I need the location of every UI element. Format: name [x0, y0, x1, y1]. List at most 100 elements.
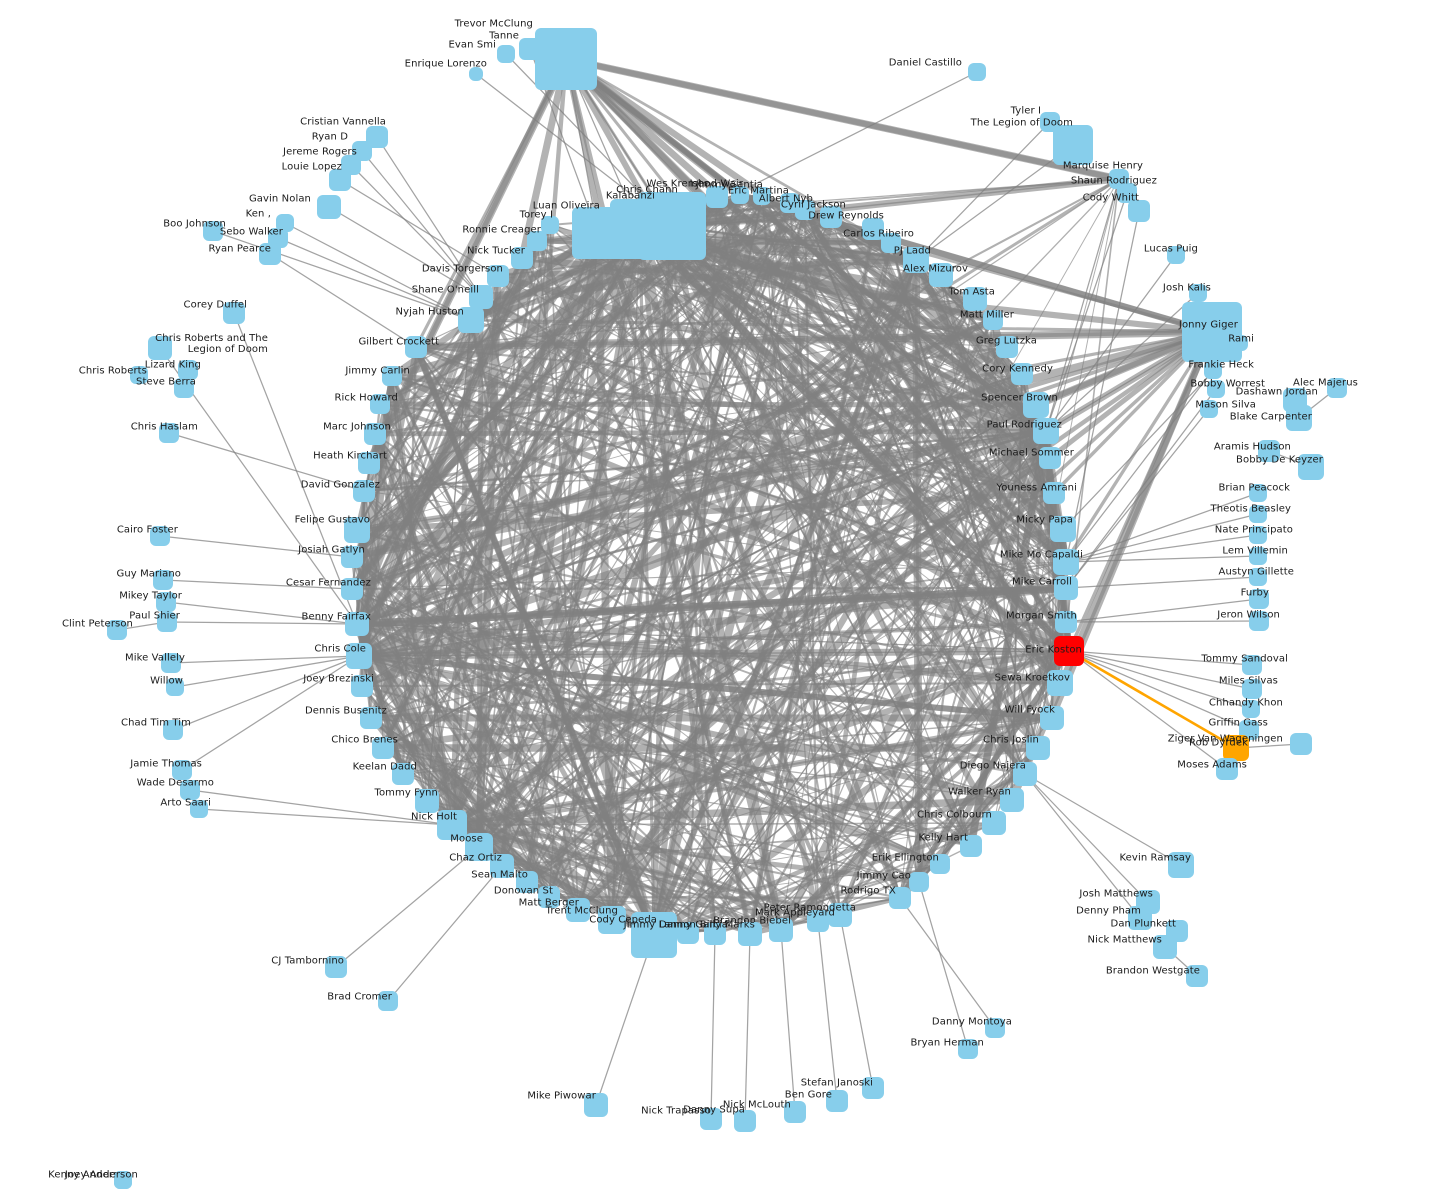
graph-node[interactable]	[1026, 736, 1050, 760]
graph-node[interactable]	[223, 302, 245, 324]
graph-node[interactable]	[366, 126, 388, 148]
graph-node[interactable]	[329, 169, 351, 191]
graph-node[interactable]	[178, 360, 198, 380]
graph-node[interactable]	[174, 378, 194, 398]
graph-node[interactable]	[358, 452, 380, 474]
graph-node[interactable]	[738, 922, 762, 946]
graph-node[interactable]	[985, 1018, 1005, 1038]
graph-node[interactable]	[360, 707, 382, 729]
graph-node[interactable]	[276, 214, 294, 232]
graph-node[interactable]	[1298, 454, 1324, 480]
graph-node[interactable]	[1033, 418, 1059, 444]
graph-node[interactable]	[541, 216, 559, 234]
graph-node[interactable]	[1242, 700, 1260, 718]
graph-node[interactable]	[862, 1077, 884, 1099]
graph-node[interactable]	[516, 871, 538, 893]
graph-node[interactable]	[469, 67, 483, 81]
graph-node[interactable]	[465, 833, 493, 861]
graph-node[interactable]	[1039, 447, 1061, 469]
graph-node[interactable]	[344, 517, 370, 543]
graph-node[interactable]	[784, 1101, 806, 1123]
graph-node[interactable]	[1011, 363, 1033, 385]
graph-node[interactable]	[1249, 547, 1267, 565]
graph-node[interactable]	[1249, 589, 1269, 609]
graph-node[interactable]	[930, 854, 950, 874]
graph-node[interactable]	[826, 1090, 848, 1112]
graph-node[interactable]	[1054, 576, 1078, 600]
graph-node[interactable]	[929, 263, 953, 287]
graph-node[interactable]	[382, 366, 402, 386]
graph-node[interactable]	[566, 898, 590, 922]
graph-node[interactable]	[1153, 935, 1177, 959]
graph-node[interactable]	[1043, 482, 1065, 504]
graph-node[interactable]	[968, 63, 986, 81]
graph-node[interactable]	[1327, 378, 1347, 398]
graph-node[interactable]	[889, 887, 911, 909]
graph-node[interactable]	[958, 1039, 978, 1059]
graph-node-highlighted[interactable]	[1223, 735, 1249, 761]
graph-node[interactable]	[1053, 549, 1079, 575]
graph-node[interactable]	[519, 38, 541, 60]
graph-node[interactable]	[392, 763, 414, 785]
graph-node[interactable]	[527, 231, 547, 251]
graph-node[interactable]	[862, 218, 884, 240]
graph-node[interactable]	[172, 760, 192, 780]
graph-node[interactable]	[1117, 183, 1137, 203]
graph-node[interactable]	[996, 336, 1018, 358]
graph-node[interactable]	[487, 265, 509, 287]
graph-node[interactable]	[345, 612, 369, 636]
graph-node[interactable]	[1249, 505, 1267, 523]
graph-node[interactable]	[415, 789, 439, 813]
graph-node[interactable]	[1204, 361, 1222, 379]
graph-node[interactable]	[107, 620, 127, 640]
graph-node[interactable]	[130, 366, 148, 384]
graph-node[interactable]	[156, 592, 176, 612]
graph-node[interactable]	[734, 1110, 756, 1132]
graph-node[interactable]	[1128, 200, 1150, 222]
graph-node[interactable]	[1258, 440, 1280, 462]
graph-node[interactable]	[150, 526, 170, 546]
graph-node[interactable]	[982, 811, 1006, 835]
graph-node[interactable]	[490, 854, 514, 878]
graph-node[interactable]	[325, 956, 347, 978]
graph-node[interactable]	[458, 307, 484, 333]
graph-node[interactable]	[1186, 965, 1208, 987]
graph-node[interactable]	[677, 922, 699, 944]
graph-node[interactable]	[598, 906, 626, 934]
graph-node[interactable]	[1290, 733, 1312, 755]
graph-node[interactable]	[1200, 400, 1218, 418]
graph-node[interactable]	[1189, 284, 1207, 302]
graph-node[interactable]	[437, 810, 467, 840]
graph-node[interactable]	[114, 1171, 132, 1189]
graph-node[interactable]	[180, 780, 200, 800]
graph-node[interactable]	[364, 423, 386, 445]
graph-node[interactable]	[1050, 516, 1076, 542]
graph-node[interactable]	[497, 45, 515, 63]
graph-node[interactable]	[1249, 568, 1267, 586]
graph-node[interactable]	[353, 480, 375, 502]
graph-node[interactable]	[159, 423, 179, 443]
graph-node[interactable]	[511, 247, 533, 269]
graph-node[interactable]	[405, 336, 427, 358]
graph-node[interactable]	[631, 912, 677, 958]
graph-node[interactable]	[163, 720, 183, 740]
graph-node[interactable]	[700, 1108, 722, 1130]
graph-node[interactable]	[1167, 246, 1185, 264]
graph-node[interactable]	[731, 186, 749, 204]
graph-node[interactable]	[1168, 852, 1194, 878]
graph-node[interactable]	[190, 800, 208, 818]
graph-node[interactable]	[1286, 405, 1312, 431]
graph-node[interactable]	[572, 207, 624, 259]
graph-node[interactable]	[203, 221, 223, 241]
graph-node[interactable]	[963, 287, 987, 311]
graph-node[interactable]	[161, 653, 181, 673]
graph-node[interactable]	[372, 737, 394, 759]
graph-node[interactable]	[153, 570, 173, 590]
graph-node[interactable]	[317, 195, 341, 219]
graph-node[interactable]	[909, 872, 929, 892]
graph-node[interactable]	[584, 1093, 608, 1117]
graph-node[interactable]	[1000, 788, 1024, 812]
graph-node[interactable]	[1242, 655, 1262, 675]
graph-node[interactable]	[1207, 380, 1225, 398]
